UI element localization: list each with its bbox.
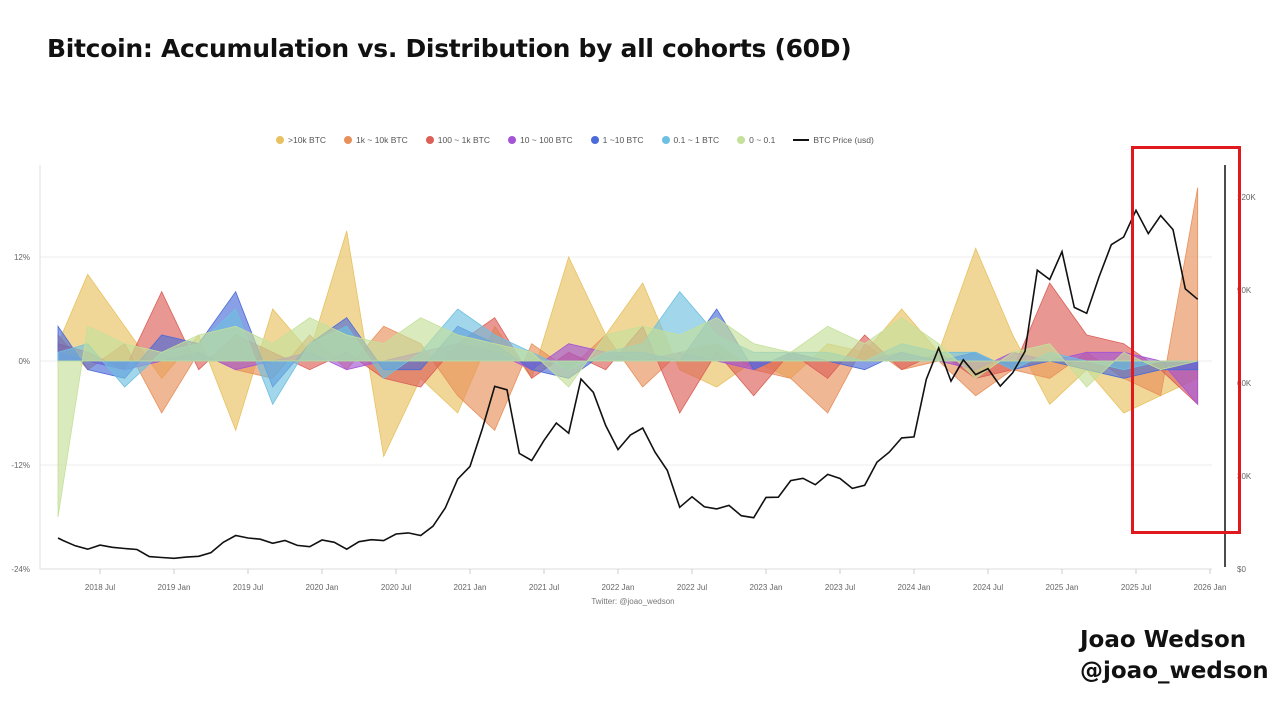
x-tick-label: 2023 Jan (750, 583, 783, 592)
author-credit: Joao Wedson @joao_wedson (1080, 625, 1269, 687)
x-tick-label: 2020 Jan (306, 583, 339, 592)
x-tick-label: 2020 Jul (381, 583, 411, 592)
x-tick-label: 2022 Jan (602, 583, 635, 592)
legend-item[interactable]: 0 ~ 0.1 (737, 135, 775, 145)
x-tick-label: 2026 Jan (1194, 583, 1227, 592)
legend-swatch (590, 136, 599, 144)
x-tick-label: 2019 Jan (158, 583, 191, 592)
legend-swatch (425, 136, 434, 144)
watermark-text: Twitter: @joao_wedson (591, 597, 675, 606)
legend-item-price[interactable]: BTC Price (usd) (793, 135, 874, 145)
x-tick-label: 2022 Jul (677, 583, 707, 592)
legend-swatch (737, 136, 746, 144)
x-tick-label: 2025 Jan (1046, 583, 1079, 592)
legend-swatch (661, 136, 670, 144)
chart-title: Bitcoin: Accumulation vs. Distribution b… (47, 34, 852, 63)
legend-label: 0 ~ 0.1 (749, 135, 776, 145)
legend-line-swatch (793, 139, 810, 141)
area-0-0-1 (57, 317, 1198, 518)
legend-label: 1 ~10 BTC (602, 135, 644, 145)
right-tick-label: $0 (1237, 565, 1246, 574)
legend-item[interactable]: 100 ~ 1k BTC (425, 135, 490, 145)
right-tick-label: 120K (1237, 193, 1256, 202)
legend-item[interactable]: 0.1 ~ 1 BTC (661, 135, 720, 145)
highlight-box (1131, 146, 1241, 534)
legend-swatch (507, 136, 516, 144)
legend-swatch (276, 136, 284, 144)
btc-price-line (57, 208, 1199, 560)
x-tick-label: 2023 Jul (825, 583, 855, 592)
right-tick-label: 60K (1237, 379, 1252, 388)
legend-item[interactable]: >10k BTC (276, 135, 326, 145)
legend-swatch (344, 136, 353, 144)
left-tick-label: -12% (11, 461, 30, 470)
legend-label: 0.1 ~ 1 BTC (673, 135, 720, 145)
legend-item[interactable]: 1k ~ 10k BTC (344, 135, 408, 145)
legend-label: >10k BTC (288, 135, 327, 145)
legend-label: 100 ~ 1k BTC (437, 135, 490, 145)
legend-label: 10 ~ 100 BTC (519, 135, 573, 145)
author-name: Joao Wedson (1080, 627, 1247, 653)
legend-item[interactable]: 1 ~10 BTC (590, 135, 644, 145)
left-tick-label: -24% (11, 565, 30, 574)
right-tick-label: 90K (1237, 286, 1252, 295)
legend-label: 1k ~ 10k BTC (356, 135, 408, 145)
x-tick-label: 2019 Jul (233, 583, 263, 592)
x-tick-label: 2021 Jul (529, 583, 559, 592)
x-tick-label: 2018 Jul (85, 583, 115, 592)
left-tick-label: 0% (18, 357, 30, 366)
x-tick-label: 2024 Jan (898, 583, 931, 592)
x-tick-label: 2024 Jul (973, 583, 1003, 592)
legend-label: BTC Price (usd) (813, 135, 874, 145)
legend-item[interactable]: 10 ~ 100 BTC (507, 135, 573, 145)
x-tick-label: 2025 Jul (1121, 583, 1151, 592)
legend: >10k BTC 1k ~ 10k BTC 100 ~ 1k BTC 10 ~ 100… (276, 135, 874, 145)
left-tick-label: 12% (14, 253, 30, 262)
right-tick-label: 30K (1237, 472, 1252, 481)
x-tick-label: 2021 Jan (454, 583, 487, 592)
author-handle: @joao_wedson (1080, 658, 1269, 684)
